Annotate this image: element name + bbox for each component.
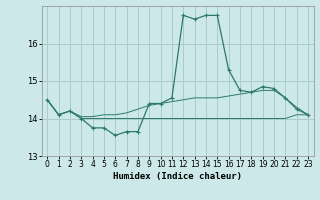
X-axis label: Humidex (Indice chaleur): Humidex (Indice chaleur) xyxy=(113,172,242,181)
